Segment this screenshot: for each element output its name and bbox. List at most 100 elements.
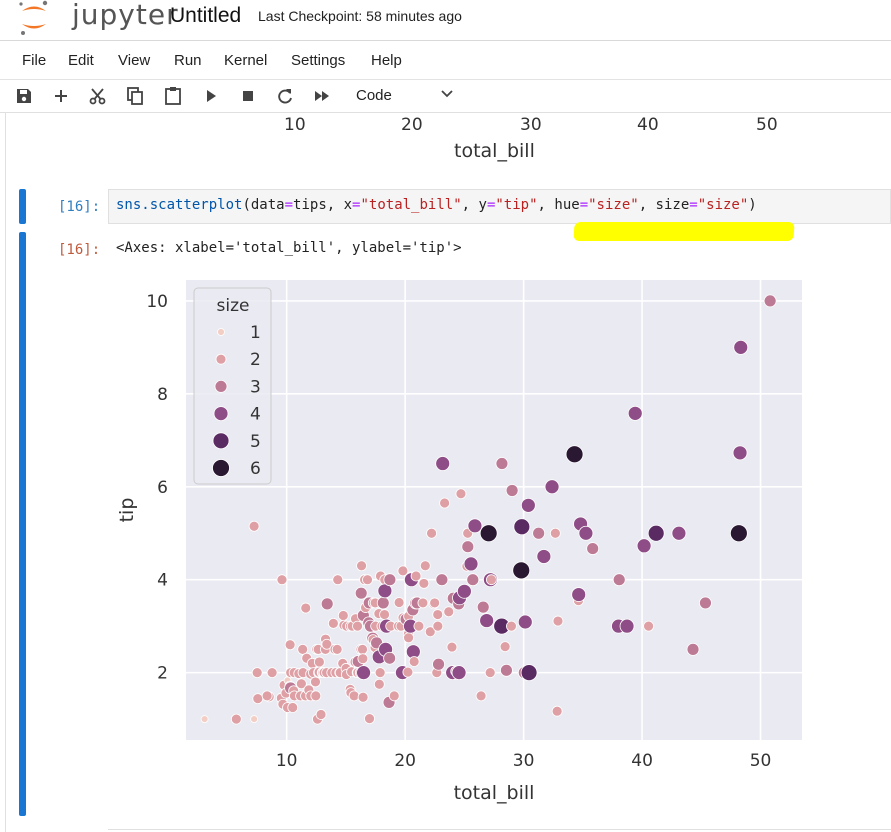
data-point	[230, 713, 242, 725]
data-point	[479, 524, 498, 543]
data-point	[417, 597, 429, 609]
save-icon[interactable]	[13, 85, 35, 107]
y-axis-label: tip	[116, 498, 138, 523]
data-point	[544, 479, 560, 495]
code-editor[interactable]	[108, 189, 891, 224]
data-point	[410, 570, 422, 582]
x-tick-label: 10	[284, 115, 306, 135]
data-point	[337, 610, 349, 621]
data-point	[362, 574, 373, 586]
paste-icon[interactable]	[162, 85, 184, 107]
data-point	[432, 657, 445, 671]
toolbar-divider	[0, 112, 891, 113]
data-point	[643, 620, 654, 632]
fast-forward-icon[interactable]	[311, 85, 333, 107]
y-tick-label: 6	[157, 478, 168, 498]
data-point	[297, 643, 309, 655]
code-token: "tip"	[495, 197, 538, 213]
menu-kernel[interactable]: Kernel	[224, 52, 268, 69]
data-point	[383, 651, 397, 665]
data-point	[729, 524, 748, 543]
x-tick-label: 40	[631, 751, 653, 771]
data-point	[320, 597, 334, 611]
menu-view[interactable]: View	[118, 52, 151, 69]
data-point	[393, 597, 405, 608]
data-point	[536, 549, 552, 564]
data-point	[671, 525, 687, 541]
data-point	[419, 560, 431, 572]
output-collapser[interactable]	[19, 232, 26, 816]
input-collapser[interactable]	[19, 189, 26, 224]
menu-settings[interactable]: Settings	[291, 52, 346, 69]
data-point	[495, 457, 509, 470]
header: jupyter Untitled Last Checkpoint: 58 min…	[0, 0, 891, 40]
copy-icon[interactable]	[124, 85, 146, 107]
data-point	[356, 665, 371, 681]
input-prompt: [16]:	[58, 199, 101, 215]
jupyter-logo[interactable]: jupyter	[18, 0, 178, 36]
data-point	[364, 713, 375, 725]
data-point	[479, 613, 495, 628]
data-point	[446, 641, 458, 653]
notebook-title[interactable]: Untitled	[170, 4, 242, 27]
data-point	[506, 620, 517, 632]
run-icon[interactable]	[200, 85, 222, 107]
legend-label: 6	[250, 459, 261, 479]
y-tick-label: 8	[157, 385, 168, 405]
x-tick-label: 40	[637, 115, 659, 135]
data-point	[354, 586, 368, 600]
data-point	[517, 614, 533, 630]
highlight-annotation	[573, 222, 795, 241]
data-point	[357, 643, 368, 655]
legend-label: 5	[250, 432, 261, 452]
data-point	[636, 538, 652, 554]
data-point	[287, 702, 299, 713]
code-token: tips, x	[293, 197, 353, 213]
cell-bottom-divider	[108, 829, 891, 830]
code-line[interactable]: sns.scatterplot(data=tips, x="total_bill…	[116, 197, 757, 213]
data-point	[443, 606, 455, 618]
legend-marker	[213, 406, 229, 422]
x-tick-label: 10	[276, 751, 298, 771]
data-point	[455, 488, 467, 500]
code-token: =	[579, 197, 589, 213]
data-point	[551, 705, 563, 717]
output-prompt: [16]:	[58, 242, 101, 258]
menu-run[interactable]: Run	[174, 52, 202, 69]
data-point	[732, 445, 748, 461]
add-icon[interactable]	[50, 85, 72, 107]
data-point	[373, 678, 385, 690]
data-point	[484, 667, 496, 679]
menu-help[interactable]: Help	[371, 52, 402, 69]
data-point	[248, 520, 260, 532]
code-token: (data	[242, 197, 285, 213]
data-point	[295, 678, 307, 690]
data-point	[300, 602, 312, 614]
code-token: =	[284, 197, 294, 213]
data-point	[397, 565, 409, 577]
data-point	[310, 690, 322, 702]
cut-icon[interactable]	[87, 85, 109, 107]
code-token: =	[689, 197, 698, 213]
menu-edit[interactable]: Edit	[68, 52, 94, 69]
cell-type-select[interactable]: Code	[356, 87, 392, 104]
legend-title: size	[217, 296, 250, 316]
data-point	[252, 693, 264, 705]
x-axis-label: total_bill	[454, 782, 535, 804]
x-tick-label: 50	[756, 115, 778, 135]
data-point	[499, 641, 511, 653]
output-text: <Axes: xlabel='total_bill', ylabel='tip'…	[116, 240, 462, 256]
data-point	[426, 527, 437, 539]
legend-label: 3	[250, 377, 261, 397]
data-point	[379, 609, 390, 620]
header-divider	[0, 40, 891, 41]
code-token: "size"	[588, 197, 639, 213]
chevron-down-icon[interactable]	[440, 86, 454, 100]
data-point	[424, 626, 436, 638]
menu-file[interactable]: File	[22, 52, 47, 69]
data-point	[456, 583, 472, 599]
data-point	[571, 587, 587, 602]
data-point	[429, 597, 441, 609]
stop-icon[interactable]	[237, 85, 259, 107]
restart-icon[interactable]	[274, 85, 296, 107]
